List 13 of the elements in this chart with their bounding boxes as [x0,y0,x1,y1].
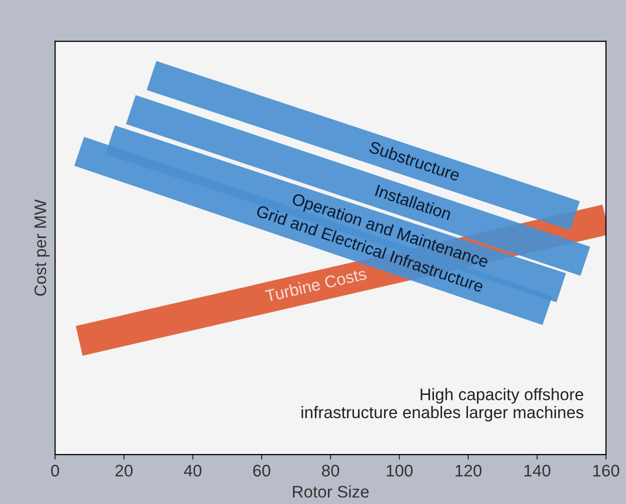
x-tick-label: 120 [456,464,482,477]
x-axis-title: Rotor Size [292,485,369,498]
x-tick-label: 0 [51,464,60,477]
x-tick-label: 100 [386,464,413,477]
annotation: High capacity offshore infrastructure enables larger machines [302,388,584,422]
x-tick-label: 80 [322,464,340,477]
x-tick-label: 20 [116,464,133,477]
text: Turbine Costs [264,267,367,302]
x-tick-label: 40 [184,464,202,477]
x-tick-label: 160 [593,464,620,477]
x-tick-label: 140 [524,464,550,477]
y-axis-title: Cost per MW [34,199,50,296]
x-tick-label: 60 [253,464,270,477]
